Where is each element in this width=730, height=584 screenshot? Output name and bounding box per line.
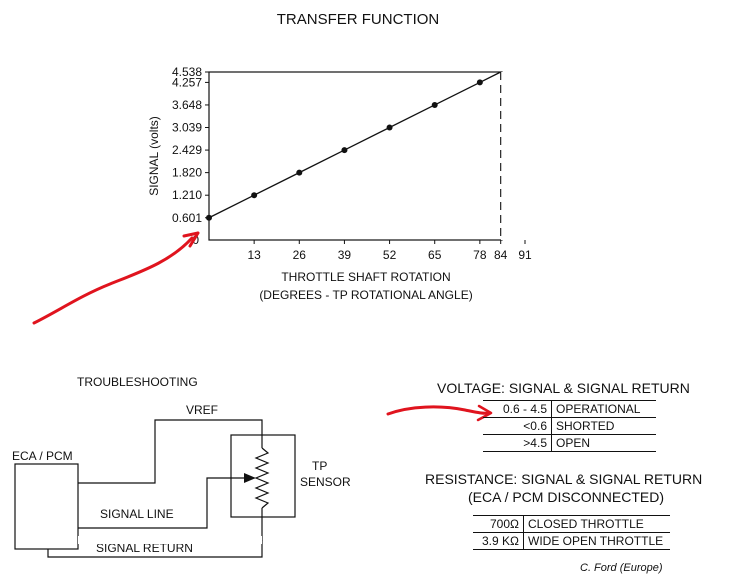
x-tick-label: 13: [247, 248, 261, 262]
vref-label: VREF: [186, 403, 218, 417]
tp-label: TP: [312, 459, 327, 473]
y-axis-ticks: 0.601 1.210 1.820 2.429 3.039 3.648 4.2574.538…: [172, 65, 209, 247]
transfer-line: [208, 71, 501, 219]
y-tick-label: 0.601: [172, 211, 202, 225]
x-axis-ticks: 13 26 39 52 65 78 84 91: [247, 240, 532, 262]
voltage-state: SHORTED: [551, 417, 656, 435]
voltage-value: >4.5: [483, 434, 552, 452]
ecu-box: [14, 463, 79, 550]
troubleshooting-title: TROUBLESHOOTING: [77, 375, 198, 389]
end-point-guides: [209, 71, 502, 240]
wire-mask: [78, 536, 262, 544]
y-tick-label: 3.648: [172, 98, 202, 112]
table-row: 700Ω CLOSED THROTTLE: [473, 516, 670, 533]
data-point: [476, 79, 483, 86]
data-point: [341, 147, 348, 154]
voltage-value: 0.6 - 4.5: [483, 401, 552, 418]
signal-line-wire: [78, 477, 246, 529]
annotation-arrow-chart: [32, 236, 194, 325]
x-tick-label: 26: [293, 248, 307, 262]
resistance-value: 700Ω: [473, 516, 524, 533]
annotation-arrow-table: [386, 405, 492, 416]
y-tick-label: 1.820: [172, 166, 202, 180]
voltage-state: OPEN: [551, 434, 656, 452]
x-tick-label: 65: [428, 248, 442, 262]
chart-title: TRANSFER FUNCTION: [277, 11, 440, 28]
table-row: 0.6 - 4.5 OPERATIONAL: [483, 401, 656, 418]
y-tick-label: 1.210: [172, 188, 202, 202]
annotation-arrowhead-chart: [182, 231, 200, 248]
ecu-label: ECA / PCM: [12, 449, 73, 463]
resistance-table-title: RESISTANCE: SIGNAL & SIGNAL RETURN: [425, 471, 703, 487]
data-point: [386, 124, 393, 131]
table-row: 3.9 KΩ WIDE OPEN THROTTLE: [473, 532, 670, 550]
signal-return-label: SIGNAL RETURN: [96, 541, 193, 555]
x-tick-label: 39: [338, 248, 352, 262]
data-point: [206, 214, 212, 221]
y-tick-label: 4.538: [172, 65, 202, 79]
data-point: [431, 101, 438, 108]
x-axis-label-line1: THROTTLE SHAFT ROTATION: [281, 270, 450, 284]
voltage-state: OPERATIONAL: [551, 401, 656, 418]
table-row: >4.5 OPEN: [483, 434, 656, 452]
x-tick-label: 84: [494, 248, 508, 262]
voltage-value: <0.6: [483, 417, 552, 435]
x-tick-label: 78: [473, 248, 487, 262]
vref-wire: [78, 419, 263, 484]
x-tick-label: 52: [383, 248, 397, 262]
sensor-label: SENSOR: [300, 475, 351, 489]
y-tick-label-zero: 0: [192, 233, 199, 247]
wiper-arrow-icon: [244, 473, 256, 483]
series-line: [206, 71, 501, 221]
data-point: [296, 169, 303, 176]
y-axis-label: SIGNAL (volts): [147, 116, 161, 196]
voltage-table-title: VOLTAGE: SIGNAL & SIGNAL RETURN: [437, 380, 690, 396]
x-axis-label-line2: (DEGREES - TP ROTATIONAL ANGLE): [259, 288, 472, 302]
y-tick-label: 4.257: [172, 75, 202, 89]
y-tick-label: 2.429: [172, 143, 202, 157]
resistance-table: 700Ω CLOSED THROTTLE 3.9 KΩ WIDE OPEN TH…: [473, 515, 670, 550]
resistance-table-subtitle: (ECA / PCM DISCONNECTED): [468, 489, 665, 505]
potentiometer-resistor: [254, 447, 270, 509]
voltage-table: 0.6 - 4.5 OPERATIONAL <0.6 SHORTED >4.5 …: [483, 400, 656, 452]
resistance-value: 3.9 KΩ: [473, 532, 524, 550]
resistance-state: WIDE OPEN THROTTLE: [523, 532, 670, 550]
resistance-state: CLOSED THROTTLE: [523, 516, 670, 533]
signal-return-wire: [47, 540, 263, 558]
data-point: [251, 192, 258, 199]
x-tick-label: 91: [518, 248, 532, 262]
credit-text: C. Ford (Europe): [580, 562, 663, 574]
plot-frame: [208, 71, 503, 241]
signal-line-label: SIGNAL LINE: [100, 507, 174, 521]
y-tick-label: 3.039: [172, 120, 202, 134]
table-row: <0.6 SHORTED: [483, 417, 656, 435]
tp-sensor-box: [230, 434, 296, 518]
